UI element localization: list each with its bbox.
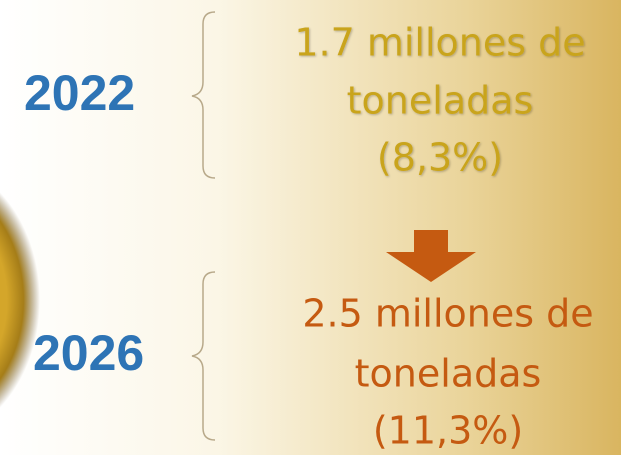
amount-text: 1.7 millones de	[294, 21, 585, 65]
brace	[191, 271, 216, 441]
amount-text: 2.5 millones de	[302, 292, 593, 336]
brace	[191, 11, 216, 179]
amount-text: toneladas	[347, 79, 534, 123]
arrow-down	[386, 230, 476, 282]
year: 2022	[24, 65, 135, 121]
amount-text: (8,3%)	[377, 136, 503, 180]
coin-decoration	[0, 192, 40, 408]
year: 2026	[33, 325, 144, 381]
amount-text: (11,3%)	[373, 409, 523, 453]
amount-text: toneladas	[355, 352, 542, 396]
